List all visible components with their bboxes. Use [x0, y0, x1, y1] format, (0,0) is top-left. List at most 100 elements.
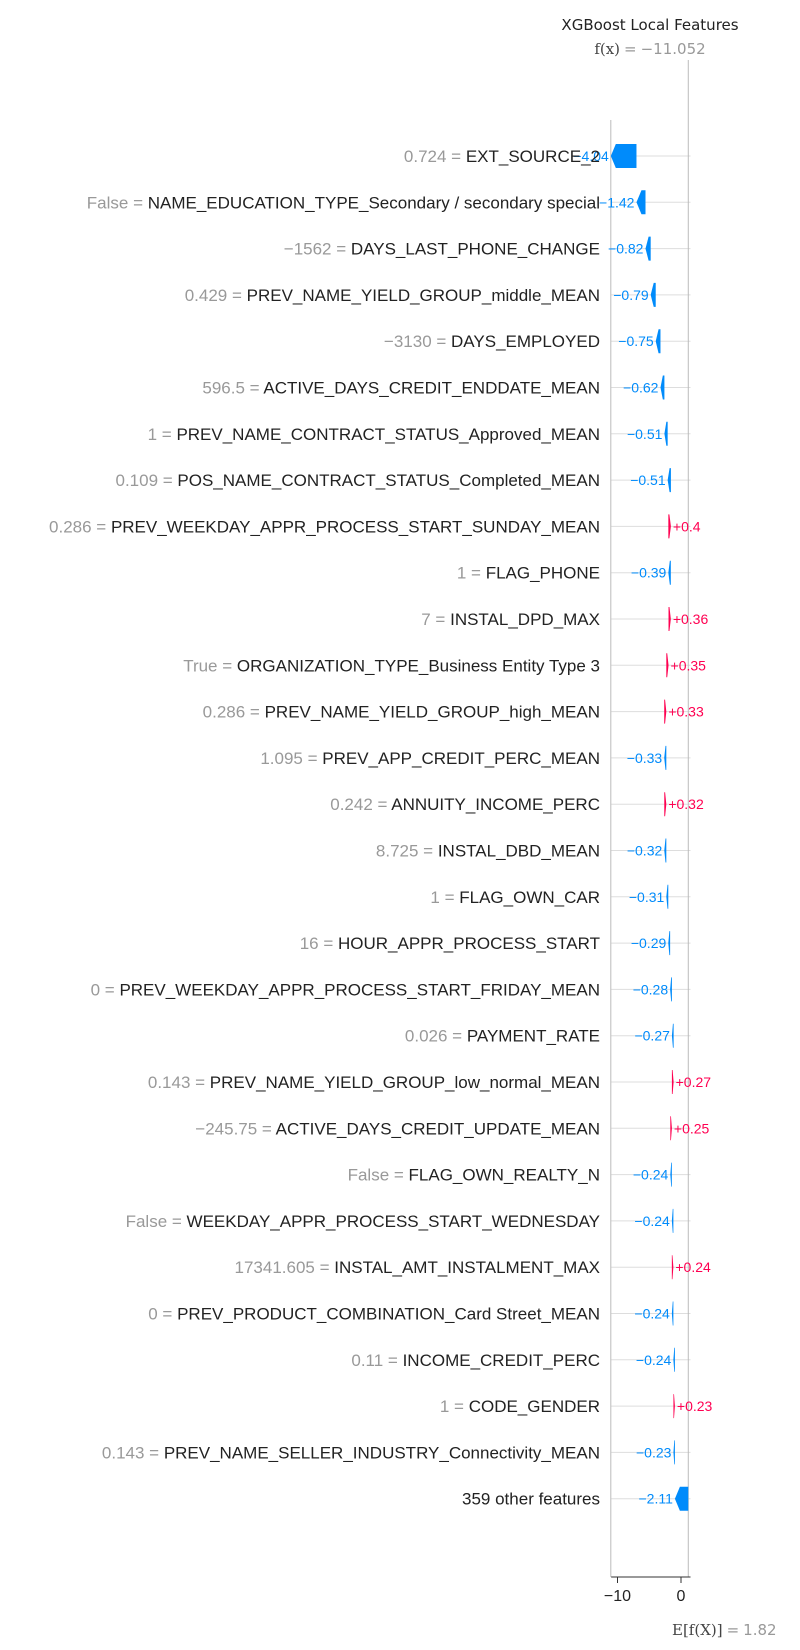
contribution-bar — [674, 1486, 689, 1511]
feature-name: PREV_PRODUCT_COMBINATION_Card Street_MEA… — [177, 1305, 600, 1324]
contribution-label: −0.51 — [630, 472, 666, 488]
feature-name: NAME_EDUCATION_TYPE_Secondary / secondar… — [148, 193, 600, 212]
contribution-label: −0.24 — [634, 1213, 670, 1229]
contribution-label: +0.33 — [668, 704, 704, 720]
x-tick-label: −10 — [604, 1588, 631, 1605]
contribution-bar — [671, 1255, 674, 1280]
feature-name: DAYS_LAST_PHONE_CHANGE — [351, 240, 600, 259]
contribution-bar — [670, 977, 672, 1002]
feature-label: 0.242 = ANNUITY_INCOME_PERC — [330, 795, 600, 814]
contribution-bar — [673, 1347, 675, 1372]
contribution-label: −0.51 — [627, 426, 663, 442]
feature-value: −3130 = — [384, 332, 451, 351]
fx-readout: f(x) = −11.052 — [594, 40, 705, 58]
feature-label: 7 = INSTAL_DPD_MAX — [421, 610, 600, 629]
contribution-label: −0.27 — [634, 1028, 670, 1044]
feature-value: 7 = — [421, 610, 450, 629]
fx-value: −11.052 — [641, 40, 706, 58]
contribution-bar — [668, 514, 671, 539]
contribution-label: −0.31 — [629, 889, 665, 905]
contribution-bar — [645, 236, 651, 261]
feature-name: ORGANIZATION_TYPE_Business Entity Type 3 — [237, 656, 600, 675]
expected-eq: = — [727, 1621, 740, 1639]
feature-label: 0.143 = PREV_NAME_SELLER_INDUSTRY_Connec… — [102, 1443, 600, 1462]
feature-label: 0.109 = POS_NAME_CONTRACT_STATUS_Complet… — [115, 471, 600, 490]
feature-name: INSTAL_AMT_INSTALMENT_MAX — [334, 1258, 600, 1277]
feature-value: 1 = — [148, 425, 177, 444]
contribution-bar — [673, 1440, 675, 1465]
feature-name: FLAG_OWN_CAR — [459, 888, 600, 907]
contribution-bar — [660, 375, 665, 400]
feature-label: False = NAME_EDUCATION_TYPE_Secondary / … — [87, 193, 600, 212]
feature-label: False = FLAG_OWN_REALTY_N — [348, 1166, 600, 1185]
contribution-label: −2.11 — [639, 1491, 674, 1507]
contribution-label: −1.42 — [599, 194, 635, 210]
contribution-label: −0.32 — [627, 843, 663, 859]
contribution-label: −0.24 — [636, 1352, 672, 1368]
contribution-bar — [664, 699, 667, 724]
feature-name: DAYS_EMPLOYED — [451, 332, 600, 351]
contribution-label: −0.28 — [633, 981, 669, 997]
contribution-label: +0.4 — [673, 518, 701, 534]
feature-name: WEEKDAY_APPR_PROCESS_START_WEDNESDAY — [187, 1212, 600, 1231]
feature-name: PREV_NAME_CONTRACT_STATUS_Approved_MEAN — [176, 425, 600, 444]
feature-name: PREV_NAME_YIELD_GROUP_low_normal_MEAN — [210, 1073, 600, 1092]
contribution-label: +0.23 — [677, 1398, 713, 1414]
contribution-bar — [666, 884, 669, 909]
feature-label: 359 other features — [462, 1490, 600, 1509]
feature-value: 0.286 = — [203, 703, 265, 722]
contribution-label: +0.27 — [676, 1074, 712, 1090]
contribution-bar — [664, 838, 667, 863]
feature-name: 359 other features — [462, 1490, 600, 1509]
feature-value: −1562 = — [284, 240, 351, 259]
feature-name: HOUR_APPR_PROCESS_START — [338, 934, 600, 953]
feature-value: 16 = — [300, 934, 338, 953]
x-axis: −10 0 — [604, 1576, 691, 1605]
contribution-label: −0.39 — [631, 565, 667, 581]
feature-name: PREV_NAME_YIELD_GROUP_high_MEAN — [265, 703, 600, 722]
feature-value: 0 = — [91, 980, 120, 999]
fx-eq: = — [624, 40, 637, 58]
feature-name: INSTAL_DBD_MEAN — [438, 842, 600, 861]
feature-name: INCOME_CREDIT_PERC — [403, 1351, 600, 1370]
contribution-label: −0.62 — [623, 380, 659, 396]
feature-value: 0.143 = — [102, 1443, 164, 1462]
feature-label: 0 = PREV_PRODUCT_COMBINATION_Card Street… — [148, 1305, 600, 1324]
contribution-bar — [668, 931, 671, 956]
feature-name: ANNUITY_INCOME_PERC — [391, 795, 600, 814]
feature-value: 0.026 = — [405, 1027, 467, 1046]
feature-value: 1 = — [440, 1397, 469, 1416]
feature-label: −3130 = DAYS_EMPLOYED — [384, 332, 600, 351]
feature-label: 0 = PREV_WEEKDAY_APPR_PROCESS_START_FRID… — [91, 980, 600, 999]
feature-label: 8.725 = INSTAL_DBD_MEAN — [376, 842, 600, 861]
feature-value: True = — [183, 656, 237, 675]
feature-value: 1 = — [457, 564, 486, 583]
contribution-bar — [668, 560, 671, 585]
feature-value: 0.286 = — [49, 517, 111, 536]
feature-value: 0.11 = — [351, 1351, 402, 1370]
contribution-bar — [655, 329, 661, 354]
expected-value-readout: E[f(X)] = 1.82 — [672, 1621, 777, 1639]
feature-label: 16 = HOUR_APPR_PROCESS_START — [300, 934, 600, 953]
feature-label: 0.143 = PREV_NAME_YIELD_GROUP_low_normal… — [148, 1073, 600, 1092]
feature-label: −1562 = DAYS_LAST_PHONE_CHANGE — [284, 240, 600, 259]
feature-name: PREV_NAME_SELLER_INDUSTRY_Connectivity_M… — [164, 1443, 600, 1462]
contribution-label: +0.24 — [675, 1259, 711, 1275]
feature-value: 0.429 = — [185, 286, 247, 305]
feature-value: False = — [87, 193, 148, 212]
feature-label: 0.724 = EXT_SOURCE_2 — [404, 147, 600, 166]
feature-name: POS_NAME_CONTRACT_STATUS_Completed_MEAN — [177, 471, 600, 490]
feature-label: 0.429 = PREV_NAME_YIELD_GROUP_middle_MEA… — [185, 286, 600, 305]
feature-value: False = — [126, 1212, 187, 1231]
contribution-bar — [650, 282, 656, 307]
feature-name: PREV_WEEKDAY_APPR_PROCESS_START_SUNDAY_M… — [111, 517, 600, 536]
contribution-label: −0.79 — [613, 287, 649, 303]
contribution-bar — [671, 1070, 674, 1094]
feature-name: PREV_APP_CREDIT_PERC_MEAN — [322, 749, 600, 768]
feature-label: 1.095 = PREV_APP_CREDIT_PERC_MEAN — [260, 749, 600, 768]
contribution-label: −0.33 — [627, 750, 663, 766]
fx-label: f(x) — [594, 40, 620, 58]
contribution-label: −4.04 — [573, 148, 609, 164]
contribution-label: −0.24 — [634, 1306, 670, 1322]
